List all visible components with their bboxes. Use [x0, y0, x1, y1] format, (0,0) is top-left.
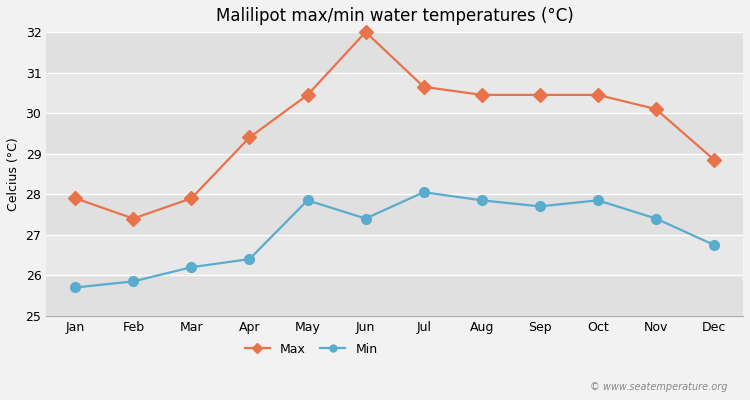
- Min: [245, 257, 254, 262]
- Max: [419, 84, 428, 89]
- Bar: [46, 194, 743, 235]
- Max: [710, 157, 718, 162]
- Bar: [46, 154, 743, 194]
- Min: [361, 216, 370, 221]
- Max: [477, 92, 486, 97]
- Line: Max: Max: [70, 27, 719, 224]
- Max: [303, 92, 312, 97]
- Bar: [46, 72, 743, 113]
- Max: [70, 196, 80, 201]
- Bar: [46, 275, 743, 316]
- Min: [70, 285, 80, 290]
- Max: [593, 92, 602, 97]
- Max: [245, 135, 254, 140]
- Min: [536, 204, 544, 209]
- Min: [477, 198, 486, 203]
- Legend: Max, Min: Max, Min: [239, 338, 382, 361]
- Min: [187, 265, 196, 270]
- Line: Min: Min: [70, 187, 719, 292]
- Min: [419, 190, 428, 195]
- Text: © www.seatemperature.org: © www.seatemperature.org: [590, 382, 728, 392]
- Bar: [46, 235, 743, 275]
- Min: [710, 242, 718, 247]
- Y-axis label: Celcius (°C): Celcius (°C): [7, 137, 20, 211]
- Min: [593, 198, 602, 203]
- Max: [652, 107, 661, 112]
- Max: [361, 30, 370, 34]
- Max: [187, 196, 196, 201]
- Max: [129, 216, 138, 221]
- Max: [536, 92, 544, 97]
- Title: Malilipot max/min water temperatures (°C): Malilipot max/min water temperatures (°C…: [216, 7, 574, 25]
- Min: [652, 216, 661, 221]
- Bar: [46, 113, 743, 154]
- Min: [129, 279, 138, 284]
- Min: [303, 198, 312, 203]
- Bar: [46, 32, 743, 72]
